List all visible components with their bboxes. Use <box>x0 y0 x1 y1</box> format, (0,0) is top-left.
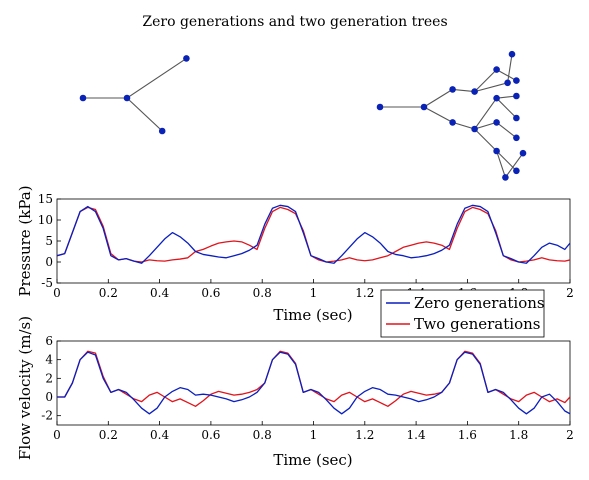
zero-tree-node <box>183 55 190 62</box>
x-tick-label: 2 <box>566 428 574 442</box>
two-tree-branch <box>474 128 497 152</box>
two-tree-node <box>513 92 520 100</box>
two-tree-branch <box>507 54 513 83</box>
two-tree-node <box>513 167 520 175</box>
two-generation-tree <box>376 50 527 181</box>
zero-tree-node <box>123 94 131 102</box>
two-tree-node <box>449 86 456 93</box>
two-tree-branch <box>452 88 475 93</box>
two-tree-branch <box>474 82 508 93</box>
flow-ylabel: Flow velocity (m/s) <box>16 316 34 460</box>
two-tree-node <box>513 134 520 142</box>
two-generations-line <box>57 206 570 263</box>
x-tick-label: 0.4 <box>150 428 169 442</box>
two-tree-node <box>471 125 478 133</box>
two-tree-node <box>420 103 428 111</box>
x-tick-label: 2 <box>566 286 574 300</box>
zero-generations-line <box>57 351 570 415</box>
y-tick-label: 4 <box>45 353 53 367</box>
two-tree-node <box>508 50 516 58</box>
x-tick-label: 0.6 <box>201 428 220 442</box>
two-tree-node <box>493 66 500 73</box>
figure-title: Zero generations and two generation tree… <box>142 14 447 30</box>
two-tree-branch <box>504 152 524 178</box>
x-tick-label: 0.6 <box>201 286 220 300</box>
x-tick-label: 0 <box>53 428 61 442</box>
two-tree-branch <box>452 121 475 130</box>
x-tick-label: 0.8 <box>253 286 272 300</box>
x-tick-label: 0 <box>53 286 61 300</box>
y-tick-label: 15 <box>38 192 53 206</box>
pressure-series <box>57 204 570 264</box>
x-tick-label: 1 <box>310 428 318 442</box>
zero-tree-branch <box>126 57 187 99</box>
two-tree-node <box>502 174 509 181</box>
two-tree-node <box>449 119 456 126</box>
flow-axes-frame <box>56 340 571 426</box>
x-tick-label: 0.8 <box>253 428 272 442</box>
x-tick-label: 1.8 <box>509 428 528 442</box>
two-generations-line <box>57 350 570 407</box>
legend-label-zero: Zero generations <box>414 294 545 312</box>
x-tick-label: 1 <box>310 286 318 300</box>
two-tree-branch <box>474 97 498 130</box>
two-tree-branch <box>474 121 497 130</box>
two-tree-node <box>376 103 384 111</box>
pressure-axes-frame <box>56 198 571 284</box>
legend-label-two: Two generations <box>414 315 540 333</box>
two-tree-branch <box>474 69 497 92</box>
zero-tree-branch <box>126 97 163 132</box>
y-tick-label: 0 <box>45 390 53 404</box>
two-tree-branch <box>496 150 506 178</box>
y-tick-label: 5 <box>45 234 53 248</box>
two-tree-node <box>519 149 527 157</box>
pressure-xlabel: Time (sec) <box>273 306 352 324</box>
two-tree-node <box>493 119 500 126</box>
y-tick-label: 2 <box>45 371 53 385</box>
legend: Zero generations Two generations <box>380 289 545 338</box>
two-tree-node <box>513 114 520 122</box>
zero-generation-tree <box>79 55 190 135</box>
two-tree-node <box>493 147 500 155</box>
x-tick-label: 1.2 <box>355 428 374 442</box>
x-tick-label: 0.2 <box>99 428 118 442</box>
two-tree-branch <box>423 106 453 123</box>
two-tree-node <box>493 94 500 102</box>
y-tick-label: 0 <box>45 255 53 269</box>
x-tick-label: 1.2 <box>355 286 374 300</box>
x-tick-label: 1.4 <box>407 428 426 442</box>
two-tree-branch <box>496 69 517 82</box>
y-tick-label: 10 <box>38 213 53 227</box>
two-tree-branch <box>496 121 517 139</box>
y-tick-label: -5 <box>41 276 53 290</box>
x-tick-label: 1.6 <box>458 428 477 442</box>
y-tick-label: 6 <box>45 334 53 348</box>
pressure-ylabel: Pressure (kPa) <box>16 185 34 296</box>
flow-xlabel: Time (sec) <box>273 451 352 469</box>
zero-tree-node <box>79 94 87 102</box>
two-tree-node <box>471 88 478 95</box>
x-tick-label: 0.4 <box>150 286 169 300</box>
flow-series <box>57 350 570 415</box>
two-tree-branch <box>496 97 517 119</box>
two-tree-node <box>504 79 511 87</box>
two-tree-branch <box>423 88 453 108</box>
two-tree-branch <box>496 95 517 99</box>
x-tick-label: 0.2 <box>99 286 118 300</box>
y-tick-label: -2 <box>41 409 53 423</box>
legend-box <box>380 289 545 338</box>
two-tree-node <box>513 77 520 84</box>
zero-tree-node <box>158 127 166 135</box>
zero-generations-line <box>57 204 570 264</box>
